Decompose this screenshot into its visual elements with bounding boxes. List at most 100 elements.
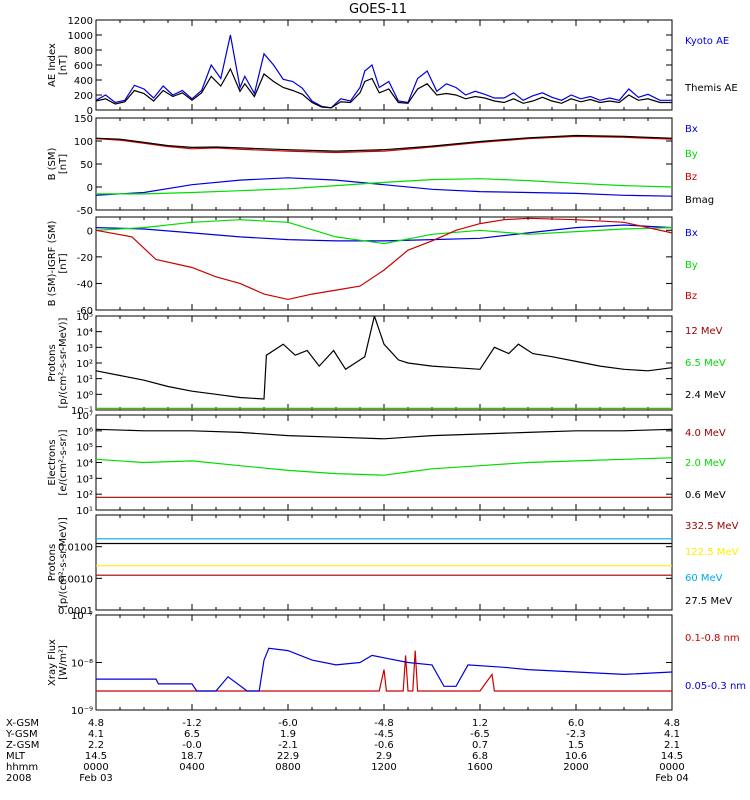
y-axis-label-line: [e/(cm²-s-sr)] (58, 429, 69, 495)
legend-entry: Bz (685, 172, 697, 183)
x-row-value: -2.1 (278, 740, 298, 751)
panel-bgrf: -60 -40 -20 0 B (SM)-IGRF (SM)[nT] Bx By Bz (47, 216, 698, 317)
y-tick-label: 10⁰ (76, 390, 93, 401)
series-line (96, 178, 672, 195)
x-row-value: -4.8 (374, 718, 394, 729)
x-row-value: -6.0 (278, 718, 298, 729)
x-row-value: 0400 (179, 762, 204, 773)
y-tick-label: -50 (77, 206, 93, 217)
x-row-value: 18.7 (181, 751, 203, 762)
panel-electrons: 10¹ 10² 10³ 10⁴ 10⁵ 10⁶ 10⁷ Electrons[e/(cm²-s-… (47, 411, 726, 517)
x-row-value: Feb 04 (655, 773, 689, 784)
y-tick-label: 10¹ (76, 375, 93, 386)
y-tick-label: 10⁻⁸ (71, 659, 93, 670)
x-row-value: 2.1 (664, 740, 680, 751)
y-tick-label: 10³ (76, 474, 93, 485)
x-row-value: 4.8 (664, 718, 680, 729)
y-axis-label-line: [nT] (58, 55, 69, 75)
series-line (96, 650, 672, 692)
series-line (96, 316, 672, 400)
y-axis-label-line: [nT] (58, 154, 69, 174)
y-tick-label: 0.0001 (58, 606, 93, 617)
y-tick-label: -20 (77, 253, 93, 264)
y-tick-label: 800 (74, 46, 93, 57)
y-axis-label: Protons[p/(cm²-s-sr-MeV)] (47, 317, 69, 408)
y-tick-label: 0 (87, 106, 93, 117)
x-row-value: 14.5 (85, 751, 107, 762)
series-group (96, 34, 672, 109)
series-group (96, 316, 672, 410)
legend-entry: 12 MeV (685, 326, 723, 337)
x-axis-rows: X-GSM 4.8 -1.2 -6.0 -4.8 1.2 6.0 4.8 Y-GSM 4.1 6.5… (5, 718, 689, 784)
panel-frame (95, 414, 673, 511)
y-tick-label: 1000 (68, 31, 93, 42)
x-row-value: 1.2 (472, 718, 488, 729)
panel-xray: 10⁻⁹ 10⁻⁸ 10⁻⁷ Xray Flux[W/m²] 0.1-0.8 nm 0.0… (47, 611, 746, 717)
y-axis-label-line: AE Index (47, 43, 58, 87)
legend-entry: Bx (685, 124, 698, 135)
series-line (96, 457, 672, 476)
x-row-value: 4.1 (88, 729, 104, 740)
y-axis-label-line: Protons (47, 544, 58, 581)
y-tick-label: 10⁻⁹ (71, 706, 93, 717)
y-tick-label: -60 (77, 306, 93, 317)
y-axis-label-line: [W/m²] (58, 645, 69, 680)
y-tick-label: 10² (76, 359, 93, 370)
y-axis-label-line: [p/(cm²-s-sr-MeV)] (58, 317, 69, 408)
x-row-value: 1600 (467, 762, 492, 773)
y-tick-label: 10⁻¹ (71, 406, 93, 417)
legend-entry: 0.6 MeV (685, 490, 726, 501)
y-axis-label-line: Protons (47, 344, 58, 381)
x-row-label: Y-GSM (5, 729, 38, 740)
y-tick-label: 200 (74, 91, 93, 102)
x-row-value: 1200 (371, 762, 396, 773)
legend-entry: 6.5 MeV (685, 358, 726, 369)
x-row-label: MLT (6, 751, 26, 762)
y-tick-label: 0.0010 (58, 574, 93, 585)
x-row-value: 0.7 (472, 740, 488, 751)
x-row-label: X-GSM (6, 718, 39, 729)
y-axis-label: Protons[p/(cm²-s-sr-MeV)] (47, 517, 69, 608)
series-line (96, 134, 672, 152)
x-row-value: 10.6 (565, 751, 587, 762)
y-axis-label: Xray Flux[W/m²] (47, 639, 69, 686)
y-tick-label: 10⁵ (76, 443, 93, 454)
x-row-value: 22.9 (277, 751, 299, 762)
x-row-value: 6.5 (184, 729, 200, 740)
x-row-value: 6.0 (568, 718, 584, 729)
series-group (96, 647, 672, 692)
y-tick-label: 0.0100 (58, 543, 93, 554)
x-row-value: 4.1 (664, 729, 680, 740)
x-row-value: 0000 (83, 762, 108, 773)
x-row-value: 6.8 (472, 751, 488, 762)
x-row-label: hhmm (6, 762, 38, 773)
series-line (96, 34, 672, 109)
legend-entry: 0.05-0.3 nm (685, 681, 746, 692)
series-line (96, 219, 672, 245)
x-row-value: -0.6 (374, 740, 394, 751)
y-tick-label: 10³ (76, 343, 93, 354)
panel-bsm: -50 0 50 100 150 B (SM)[nT] Bx By Bz Bmag (47, 114, 714, 217)
series-line (96, 224, 672, 242)
y-tick-label: 0 (87, 226, 93, 237)
y-tick-label: 150 (74, 114, 93, 125)
legend-entry: 2.0 MeV (685, 458, 726, 469)
y-axis-label-line: [nT] (58, 253, 69, 273)
series-group (96, 134, 672, 197)
x-row-label: 2008 (6, 773, 31, 784)
x-row-value: 0000 (659, 762, 684, 773)
legend-entry: 332.5 MeV (685, 521, 739, 532)
legend-entry: Bz (685, 291, 697, 302)
x-row-value: 2.9 (376, 751, 392, 762)
x-row-value: 1.9 (280, 729, 296, 740)
y-tick-label: 50 (80, 160, 93, 171)
legend-entry: Bmag (685, 195, 714, 206)
panel-hprotons: 0.0001 0.0010 0.0100Protons[p/(cm²-s-sr-Me… (47, 514, 739, 617)
panel-ae: 0 200 400 600 800 1000 1200 AE Index[nT] Kyoto A… (47, 16, 738, 117)
y-tick-label: 100 (74, 137, 93, 148)
series-line (96, 67, 672, 109)
panel-frame (95, 614, 673, 711)
x-row-value: -1.2 (182, 718, 202, 729)
y-axis-label-line: B (SM) (47, 147, 58, 180)
